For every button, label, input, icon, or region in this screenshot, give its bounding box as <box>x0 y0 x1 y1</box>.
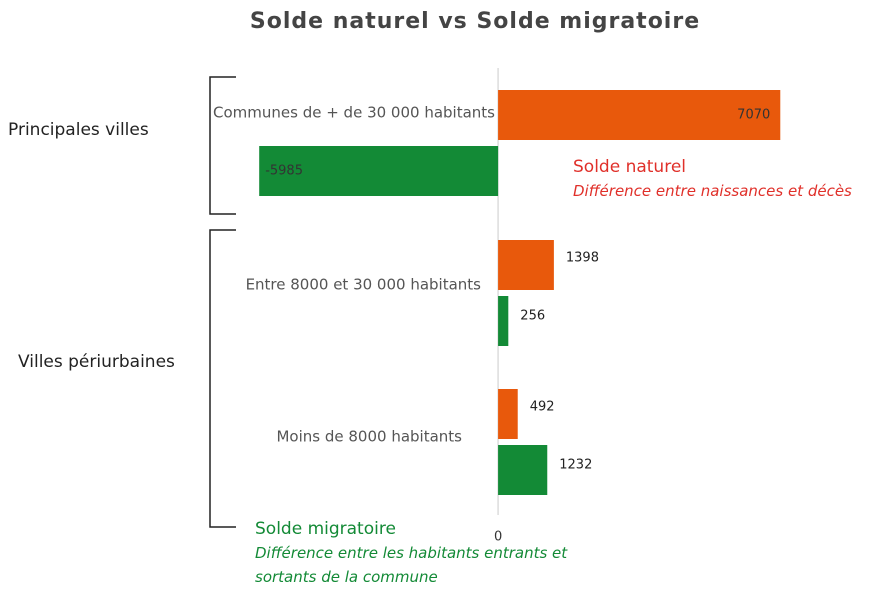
value-label: 1232 <box>559 458 592 473</box>
bracket <box>209 229 236 528</box>
value-label: -5985 <box>265 164 303 179</box>
group-label: Principales villes <box>8 120 149 140</box>
category-label: Entre 8000 et 30 000 habitants <box>246 276 482 294</box>
bar <box>259 146 499 196</box>
legend-name: Solde migratoire <box>255 519 396 539</box>
chart-title: Solde naturel vs Solde migratoire <box>250 9 700 34</box>
bracket <box>209 76 236 215</box>
legend-description: Différence entre les habitants entrants … <box>255 544 568 586</box>
legend-name: Solde naturel <box>573 157 686 177</box>
bar <box>498 296 509 346</box>
group-label: Villes périurbaines <box>18 352 175 372</box>
legend-description: Différence entre naissances et décès <box>573 182 852 200</box>
bar <box>498 445 548 495</box>
legend-item: Solde migratoire Différence entre les ha… <box>255 519 625 589</box>
category-label: Moins de 8000 habitants <box>276 428 462 446</box>
bar <box>498 240 554 290</box>
bar <box>498 389 518 439</box>
value-label: 1398 <box>566 251 599 266</box>
value-label: 492 <box>530 400 555 415</box>
bar <box>498 90 781 140</box>
category-label: Communes de + de 30 000 habitants <box>213 104 495 122</box>
x-tick-label: 0 <box>494 530 502 545</box>
legend-item: Solde naturel Différence entre naissance… <box>573 157 852 203</box>
value-label: 7070 <box>737 108 770 123</box>
value-label: 256 <box>520 309 545 324</box>
